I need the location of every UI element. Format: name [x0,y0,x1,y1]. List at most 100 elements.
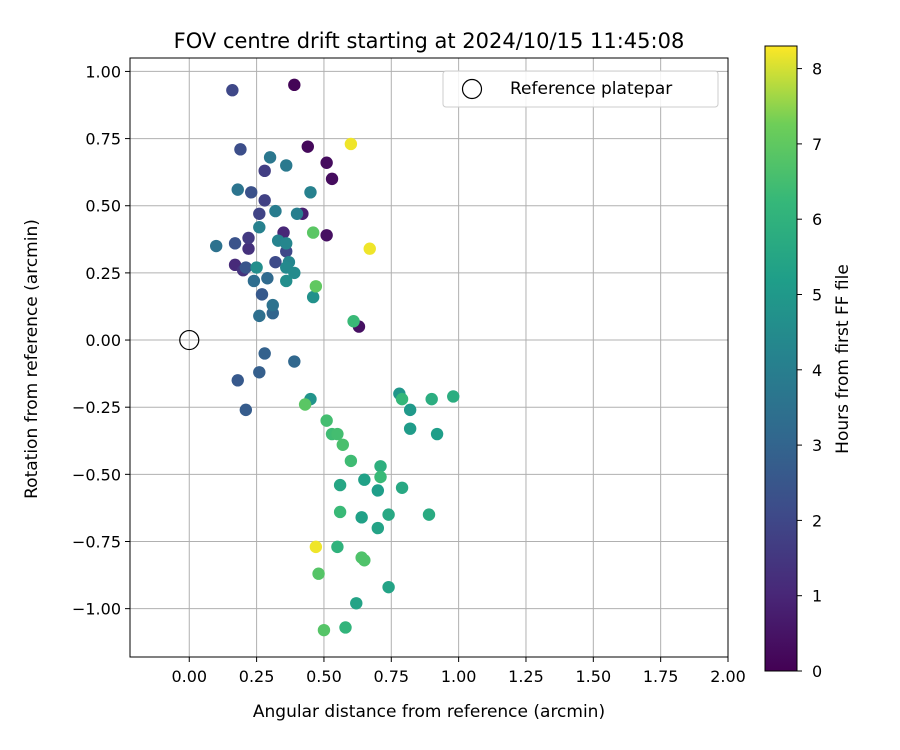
data-point [371,521,385,535]
y-tick-label: −0.75 [72,532,121,551]
data-point [331,427,344,441]
x-tick-label: 1.25 [508,667,544,686]
colorbar-tick-label: 0 [812,662,822,681]
x-tick-label: 0.25 [239,667,275,686]
data-point [358,554,371,567]
data-point [320,156,333,169]
data-point [447,390,460,403]
legend-entry: Reference platepar [510,79,672,99]
x-axis-ticks: 0.00 0.25 0.50 0.75 1.00 1.25 1.50 1.75 2.00 [171,657,746,686]
data-point [242,242,255,255]
data-point [355,511,368,524]
data-point [288,355,301,368]
data-point [301,140,314,153]
colorbar-label: Hours from first FF file [833,264,853,454]
data-point [247,274,261,288]
data-point [425,392,438,406]
colorbar-tick-label: 2 [812,511,822,530]
data-point [258,194,271,207]
x-tick-label: 0.75 [373,667,409,686]
colorbar-tick-label: 8 [812,60,822,79]
data-point [422,508,436,521]
y-tick-label: −0.25 [72,398,121,417]
data-point [350,597,363,610]
data-point [339,621,352,634]
data-point [280,237,293,250]
legend-reference-marker [461,78,483,100]
data-point [309,540,323,554]
data-point [290,207,304,220]
data-point [374,460,387,473]
colorbar-tick-label: 6 [812,210,822,229]
data-point [312,567,325,580]
y-tick-label: 0.00 [85,331,121,350]
data-point [298,398,312,411]
data-point [234,143,247,156]
data-point [382,580,395,594]
data-point [242,231,255,245]
colorbar-ticks: 0 1 2 3 4 5 6 7 8 [797,60,822,681]
data-point [269,255,282,269]
data-point [228,237,242,250]
colorbar-tick-label: 7 [812,135,822,154]
data-point [226,84,239,97]
grid-lines [130,58,729,657]
data-point [363,242,376,255]
y-tick-label: 0.25 [85,264,121,283]
y-tick-label: 1.00 [85,62,121,81]
data-point [358,473,371,486]
data-point [306,226,320,239]
data-point [253,207,266,220]
data-point [231,183,244,196]
y-tick-label: −0.50 [72,465,121,484]
data-point [374,470,387,484]
y-tick-label: −1.00 [72,600,121,619]
colorbar-tick-label: 1 [812,587,822,606]
data-point [250,261,263,274]
data-point [255,288,269,301]
legend: Reference platepar [442,70,719,108]
data-point [403,422,417,435]
data-point [325,172,339,186]
data-point [288,78,301,92]
y-tick-label: 0.75 [85,130,121,149]
data-points [209,78,460,637]
data-point [331,540,344,554]
data-point [347,315,360,328]
data-point [317,623,331,637]
x-tick-label: 0.00 [171,667,207,686]
data-point [403,403,417,417]
data-point [371,484,385,497]
data-point [253,221,266,234]
data-point [258,164,271,178]
data-point [288,266,301,280]
data-point [280,159,293,172]
data-point [395,481,409,494]
data-point [333,505,347,519]
data-point [280,274,293,288]
data-point [258,347,271,360]
y-tick-label: 0.50 [85,197,121,216]
data-point [253,366,266,379]
x-tick-label: 1.50 [576,667,612,686]
data-point [344,137,358,151]
data-point [263,151,277,164]
data-point [430,427,444,441]
chart-title: FOV centre drift starting at 2024/10/15 … [174,29,685,53]
x-tick-label: 2.00 [710,667,746,686]
data-point [333,478,347,492]
data-point [245,186,258,199]
data-point [304,186,317,199]
data-point [261,272,274,285]
data-point [266,298,279,312]
data-point [336,438,350,451]
reference-platepar-marker [179,329,200,351]
y-axis-label: Rotation from reference (arcmin) [22,219,42,499]
data-point [239,261,253,274]
plot-frame [129,57,729,658]
y-axis-ticks: −1.00 −0.75 −0.50 −0.25 0.00 0.25 0.50 0.75 1.00 [72,62,130,619]
data-point [306,290,320,304]
data-point [382,508,395,521]
x-tick-label: 1.00 [441,667,477,686]
data-point [344,454,358,468]
